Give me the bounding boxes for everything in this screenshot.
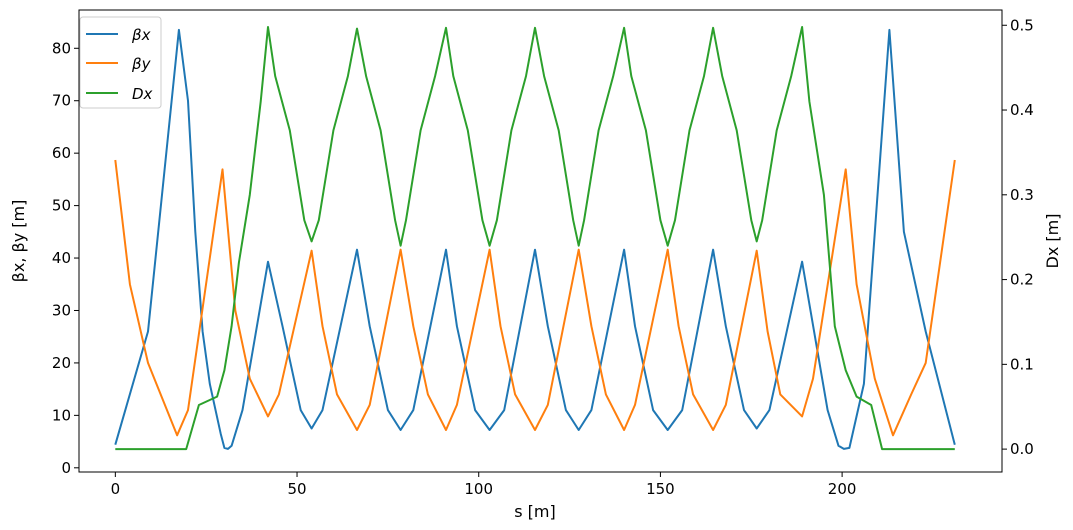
right-y-tick-label: 0.2: [1010, 271, 1034, 289]
legend-label-beta-y: βy: [131, 55, 152, 73]
series-line-D-x: [115, 26, 955, 451]
plot-lines: [114, 26, 956, 451]
x-tick-label: 100: [464, 480, 493, 498]
legend-label-beta-x: βx: [131, 26, 151, 44]
x-tick-label: 50: [287, 480, 306, 498]
right-y-axis-label: Dx [m]: [1043, 214, 1062, 269]
right-y-axis: 0.0 0.1 0.2 0.3 0.4 0.5: [1002, 16, 1034, 458]
x-axis: 0 50 100 150 200: [111, 472, 857, 498]
series-line-beta-x: [114, 28, 956, 450]
legend-box: [79, 16, 162, 109]
right-y-tick-label: 0.3: [1010, 186, 1034, 204]
left-y-axis: 0 10 20 30 40 50 60 70 80: [52, 39, 79, 477]
left-y-axis-label: βx, βy [m]: [9, 200, 28, 283]
legend-label-d-x: Dx: [132, 85, 153, 103]
right-y-tick-label: 0.1: [1010, 355, 1034, 373]
left-y-tick-label: 30: [52, 301, 71, 319]
left-y-tick-label: 40: [52, 249, 71, 267]
x-tick-label: 150: [646, 480, 675, 498]
right-y-tick-label: 0.5: [1010, 16, 1034, 34]
x-axis-label: s [m]: [514, 502, 556, 521]
x-tick-label: 200: [828, 480, 857, 498]
right-y-tick-label: 0.4: [1010, 101, 1034, 119]
plot-frame: [78, 9, 1003, 473]
left-y-tick-label: 10: [52, 406, 71, 424]
series-line-beta-y: [114, 159, 956, 437]
right-y-tick-label: 0.0: [1010, 440, 1034, 458]
left-y-tick-label: 80: [52, 39, 71, 57]
left-y-tick-label: 20: [52, 354, 71, 372]
legend: βx βy Dx: [79, 16, 162, 109]
left-y-tick-label: 0: [61, 459, 71, 477]
left-y-tick-label: 70: [52, 92, 71, 110]
left-y-tick-label: 60: [52, 144, 71, 162]
x-tick-label: 0: [111, 480, 121, 498]
left-y-tick-label: 50: [52, 197, 71, 215]
